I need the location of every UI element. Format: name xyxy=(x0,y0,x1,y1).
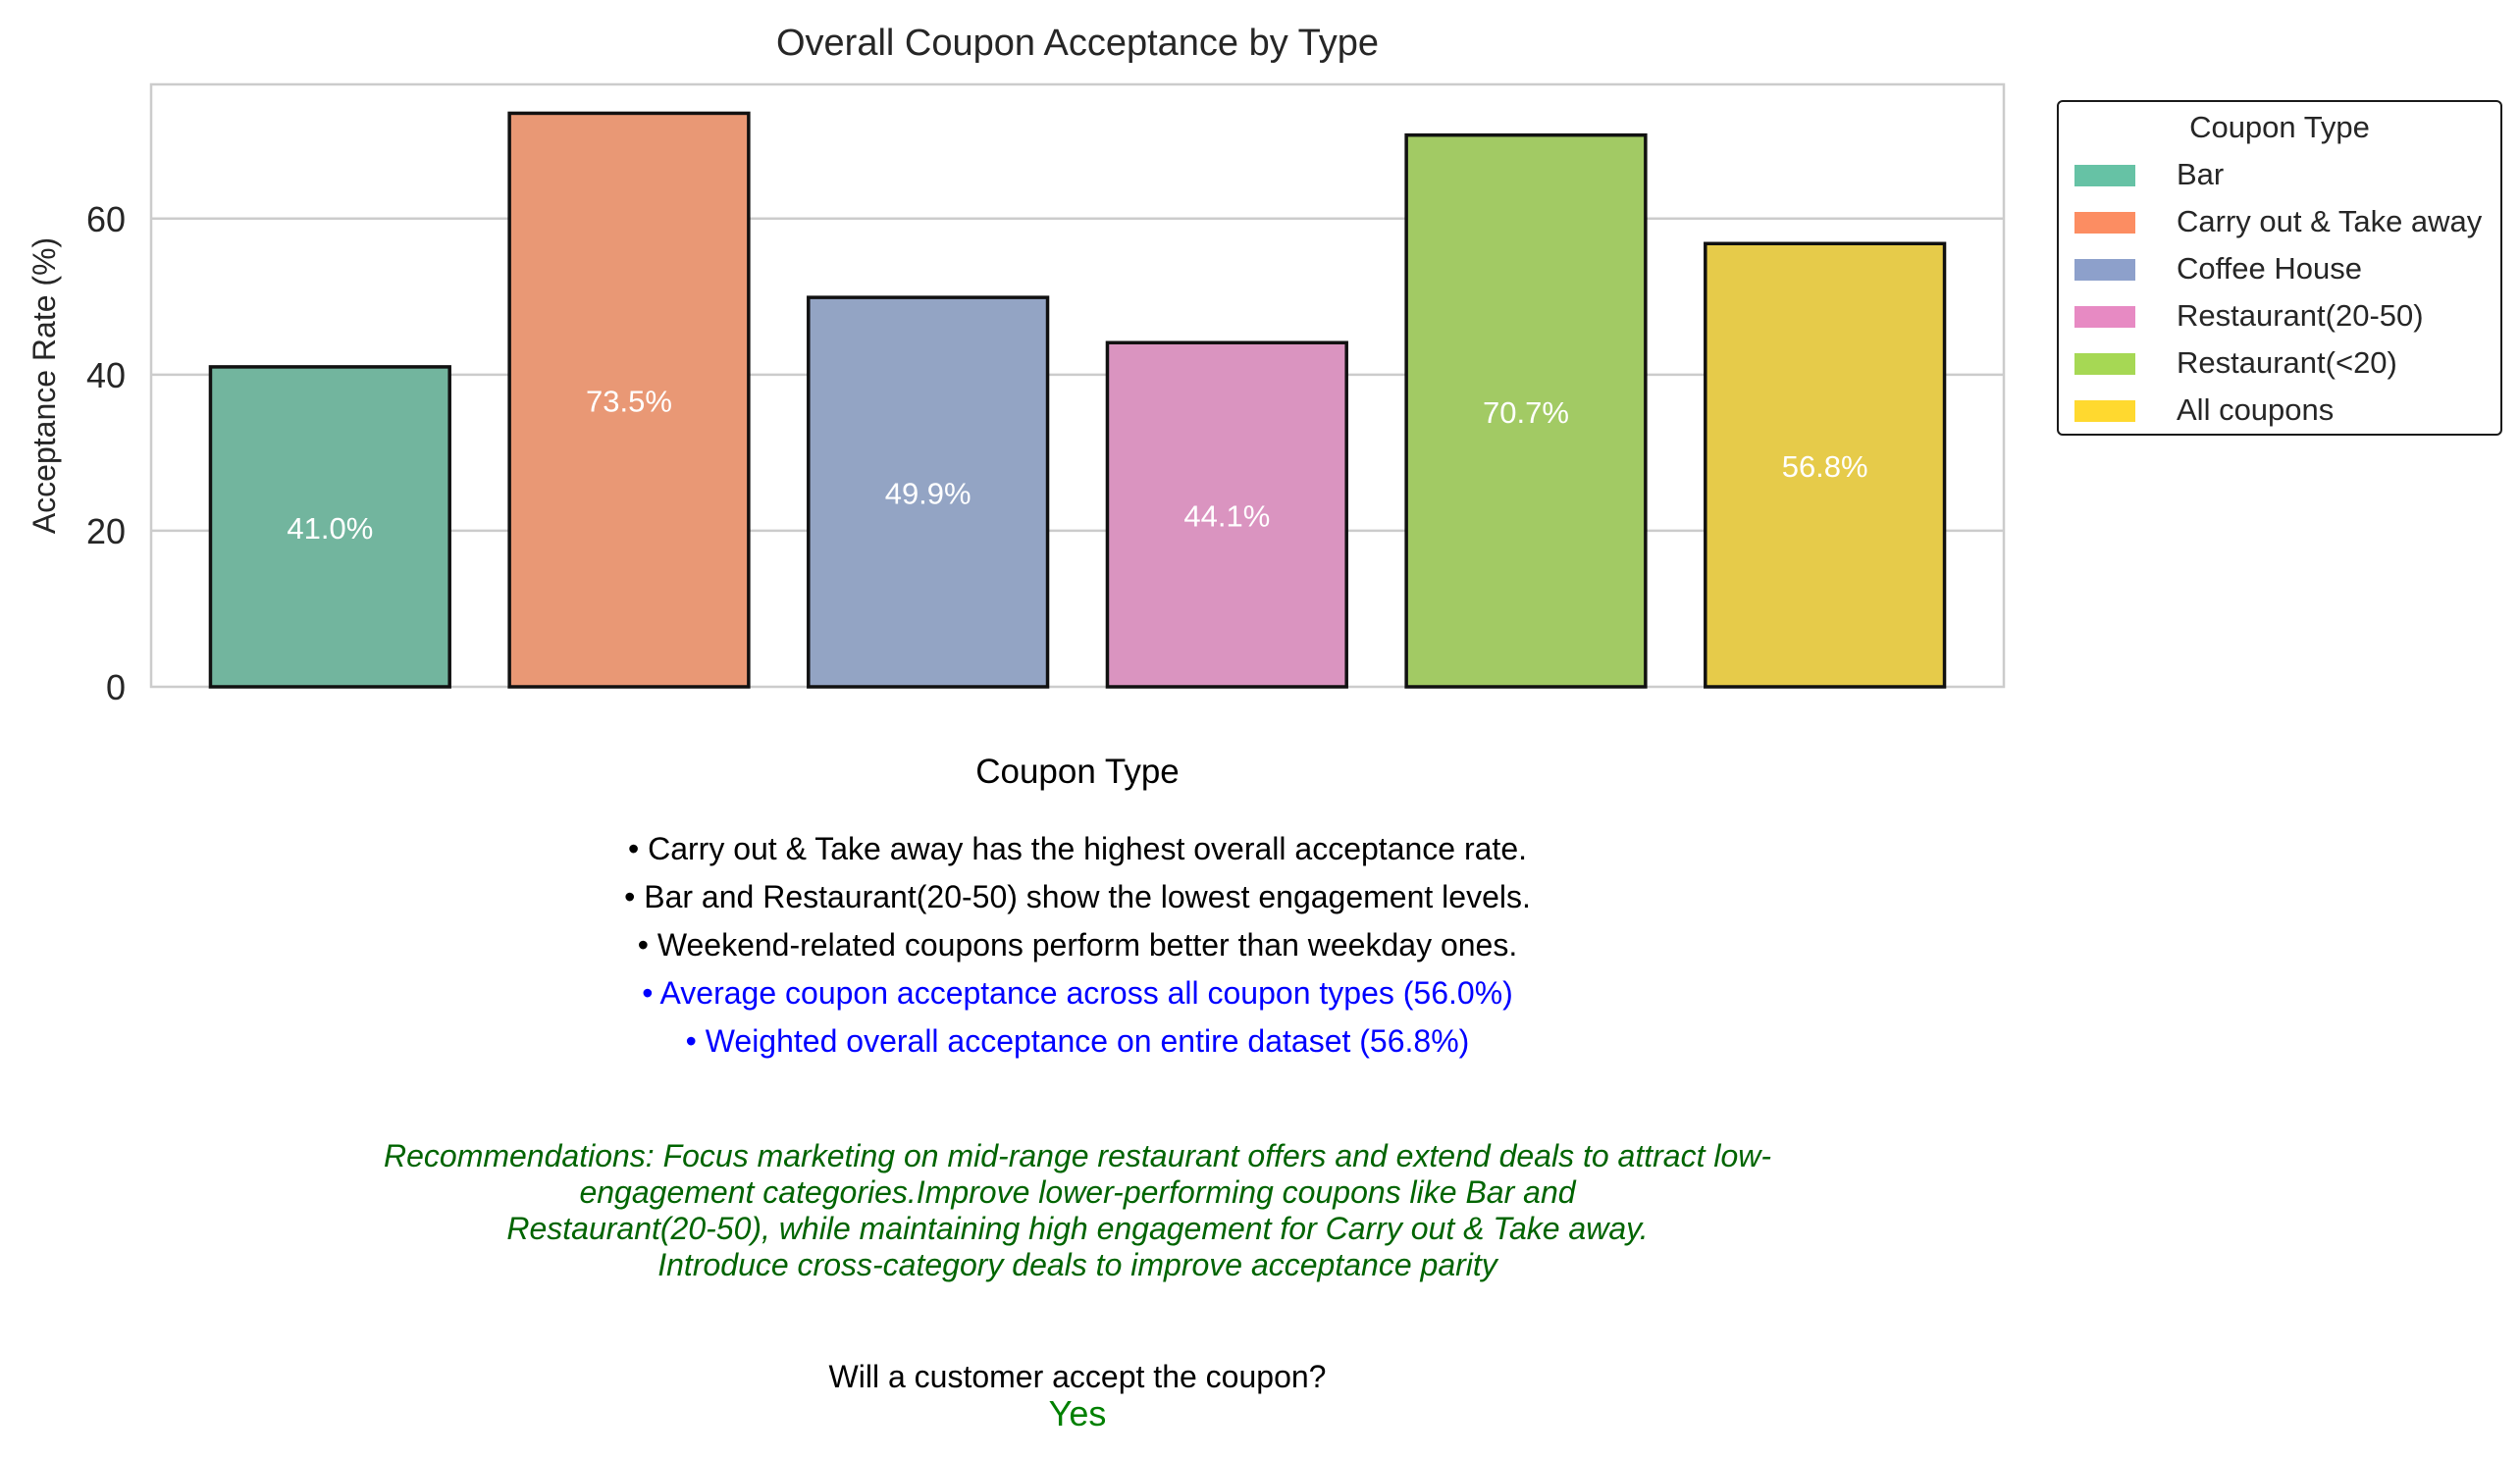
legend-label: Bar xyxy=(2177,157,2225,191)
legend-label: Restaurant(<20) xyxy=(2177,345,2397,380)
y-tick-label: 40 xyxy=(86,355,126,395)
legend-swatch xyxy=(2074,165,2135,186)
chart-title: Overall Coupon Acceptance by Type xyxy=(776,23,1379,64)
bar xyxy=(208,365,451,689)
bar-value-label: 49.9% xyxy=(885,477,971,511)
recommendation-line: Restaurant(20-50), while maintaining hig… xyxy=(506,1211,1649,1246)
note-weekend: • Weekend-related coupons perform better… xyxy=(637,927,1518,963)
plot-area xyxy=(149,82,2006,689)
legend-swatch xyxy=(2074,306,2135,328)
bar xyxy=(1404,132,1648,689)
prediction-question: Will a customer accept the coupon? xyxy=(828,1359,1327,1394)
bars xyxy=(208,111,1947,689)
bar-value-label: 41.0% xyxy=(287,511,373,546)
grid-lines xyxy=(151,217,2004,533)
bar xyxy=(807,295,1050,689)
y-axis-ticks: 0 20 40 60 xyxy=(86,199,126,707)
legend-label: Coffee House xyxy=(2177,251,2362,286)
recommendation-line: Introduce cross-category deals to improv… xyxy=(657,1247,1497,1282)
prediction-answer: Yes xyxy=(1048,1393,1107,1433)
legend-title: Coupon Type xyxy=(2189,110,2370,144)
bar-value-label: 70.7% xyxy=(1483,395,1569,430)
note-highest: • Carry out & Take away has the highest … xyxy=(628,831,1527,866)
legend-swatch xyxy=(2074,259,2135,281)
recommendations: Recommendations: Focus marketing on mid-… xyxy=(294,1138,1861,1283)
y-tick-label: 0 xyxy=(106,667,126,707)
y-tick-label: 20 xyxy=(86,511,126,551)
bar-value-labels: 41.0% 73.5% 49.9% 44.1% 70.7% 56.8% xyxy=(287,385,1867,546)
legend-label: Restaurant(20-50) xyxy=(2177,298,2424,333)
note-weighted: • Weighted overall acceptance on entire … xyxy=(685,1023,1470,1059)
recommendation-line: engagement categories.Improve lower-perf… xyxy=(579,1174,1576,1210)
bar xyxy=(507,111,751,689)
legend-label: All coupons xyxy=(2177,392,2335,427)
bar-value-label: 44.1% xyxy=(1183,499,1270,534)
y-axis-label: Acceptance Rate (%) xyxy=(26,237,62,534)
legend: Coupon Type Bar Carry out & Take away Coff… xyxy=(2057,100,2502,436)
bar-value-label: 56.8% xyxy=(1782,449,1868,484)
note-lowest: • Bar and Restaurant(20-50) show the low… xyxy=(624,879,1531,914)
legend-swatch xyxy=(2074,400,2135,422)
bar-value-label: 73.5% xyxy=(586,385,672,419)
legend-swatch xyxy=(2074,212,2135,234)
note-average: • Average coupon acceptance across all c… xyxy=(642,975,1513,1011)
bar xyxy=(1105,340,1348,689)
legend-label: Carry out & Take away xyxy=(2177,204,2483,238)
recommendation-line: Recommendations: Focus marketing on mid-… xyxy=(383,1138,1772,1173)
legend-swatch xyxy=(2074,353,2135,375)
bar xyxy=(1704,241,1947,689)
y-tick-label: 60 xyxy=(86,199,126,239)
x-axis-label: Coupon Type xyxy=(975,753,1180,791)
